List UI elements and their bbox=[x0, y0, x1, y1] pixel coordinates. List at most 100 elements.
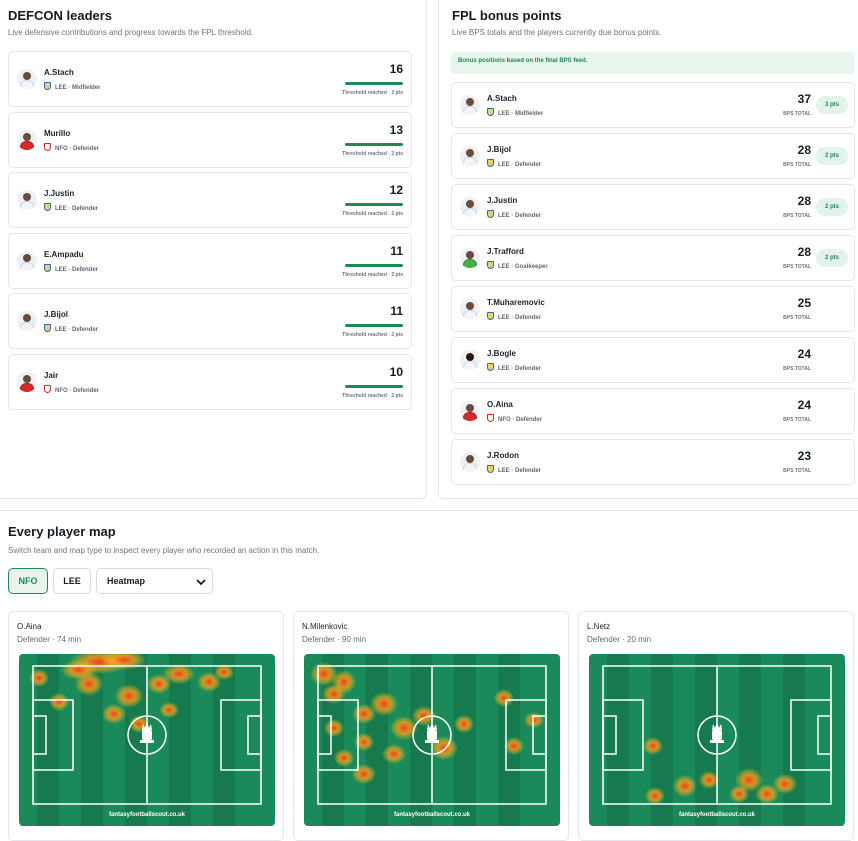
player-meta-text: LEE · Defender bbox=[55, 327, 99, 333]
player-meta-text: NFO · Defender bbox=[55, 387, 100, 394]
bps-total-label: BPS TOTAL bbox=[783, 315, 811, 321]
player-avatar-icon bbox=[460, 197, 480, 217]
defcon-title: DEFCON leaders bbox=[8, 8, 113, 23]
defcon-player-card[interactable]: J.Bijol LEE · Defender 11 Threshold reac… bbox=[8, 293, 412, 349]
bonus-pill: 2 pts bbox=[816, 249, 848, 267]
bps-total: 24 bbox=[797, 347, 811, 361]
team-crest-icon bbox=[44, 82, 51, 90]
defcon-player-card[interactable]: E.Ampadu LEE · Defender 11 Threshold rea… bbox=[8, 232, 412, 289]
team-crest-icon bbox=[487, 159, 494, 167]
player-map-subtitle: Switch team and map type to inspect ever… bbox=[8, 546, 320, 555]
bps-total-label: BPS TOTAL bbox=[783, 366, 811, 372]
map-type-value: Heatmap bbox=[107, 576, 146, 586]
player-map-card[interactable]: L.Netz Defender · 20 min bbox=[578, 611, 854, 841]
map-player-name: L.Netz bbox=[587, 622, 611, 631]
team-crest-icon bbox=[487, 261, 494, 269]
bonus-player-card[interactable]: J.Bijol LEE · Defender 28 BPS TOTAL 2 pt… bbox=[451, 133, 855, 179]
threshold-status: Threshold reached · 2 pts bbox=[342, 271, 403, 278]
player-meta: LEE · Midfielder bbox=[44, 82, 100, 91]
player-avatar-icon bbox=[460, 350, 480, 370]
bps-total-label: BPS TOTAL bbox=[783, 213, 811, 219]
team-crest-icon bbox=[487, 312, 494, 320]
player-meta-text: LEE · Defender bbox=[55, 266, 99, 273]
chevron-down-icon bbox=[196, 579, 206, 586]
player-meta: LEE · Defender bbox=[487, 465, 541, 474]
team-crest-icon bbox=[487, 108, 494, 116]
map-player-name: N.Milenkovic bbox=[302, 622, 348, 631]
team-button-lee[interactable]: LEE bbox=[53, 568, 91, 594]
threshold-status: Threshold reached · 2 pts bbox=[342, 150, 403, 157]
map-type-select[interactable]: Heatmap bbox=[96, 568, 213, 594]
bonus-banner: Bonus positions based on the final BPS f… bbox=[451, 52, 855, 74]
player-name: A.Stach bbox=[487, 94, 517, 103]
team-crest-icon bbox=[44, 263, 51, 272]
map-player-detail: Defender · 20 min bbox=[587, 635, 652, 644]
bonus-pill: 2 pts bbox=[816, 198, 848, 216]
defcon-player-card[interactable]: Jair NFO · Defender 10 Threshold reached… bbox=[8, 353, 412, 410]
threshold-status: Threshold reached · 2 pts bbox=[342, 211, 403, 217]
heatmap-pitch: fantasyfootballscout.co.uk bbox=[589, 654, 845, 826]
player-avatar-icon bbox=[460, 248, 480, 268]
player-map-card[interactable]: O.Aina Defender · 74 min bbox=[8, 611, 284, 841]
player-meta-text: NFO · Defender bbox=[498, 417, 543, 423]
bonus-player-card[interactable]: T.Muharemovic LEE · Defender 25 BPS TOTA… bbox=[451, 286, 855, 332]
defcon-player-card[interactable]: Murillo NFO · Defender 13 Threshold reac… bbox=[8, 111, 412, 168]
defcon-score: 13 bbox=[389, 122, 403, 137]
bps-total-label: BPS TOTAL bbox=[783, 417, 811, 423]
player-name: J.Bijol bbox=[44, 310, 69, 319]
bps-total: 24 bbox=[797, 398, 811, 412]
player-avatar-icon bbox=[460, 95, 480, 115]
bonus-title: FPL bonus points bbox=[452, 8, 562, 23]
bps-total-label: BPS TOTAL bbox=[783, 111, 811, 117]
team-crest-icon bbox=[44, 203, 51, 211]
bonus-player-card[interactable]: J.Justin LEE · Defender 28 BPS TOTAL 2 p… bbox=[451, 184, 855, 230]
player-meta: LEE · Defender bbox=[44, 263, 99, 273]
player-meta: LEE · Defender bbox=[487, 159, 541, 168]
defcon-score: 11 bbox=[390, 243, 403, 258]
bonus-player-card[interactable]: J.Rodon LEE · Defender 23 BPS TOTAL bbox=[451, 439, 855, 485]
player-avatar-icon bbox=[460, 299, 480, 319]
player-name: J.Justin bbox=[44, 189, 75, 198]
defcon-player-card[interactable]: J.Justin LEE · Defender 12 Threshold rea… bbox=[8, 172, 412, 228]
player-meta: NFO · Defender bbox=[44, 384, 100, 394]
team-button-nfo[interactable]: NFO bbox=[8, 568, 48, 594]
bps-total-label: BPS TOTAL bbox=[783, 264, 811, 270]
player-map-card[interactable]: N.Milenkovic Defender · 90 min bbox=[293, 611, 569, 841]
player-avatar-icon bbox=[460, 401, 480, 421]
player-meta: LEE · Goalkeeper bbox=[487, 261, 548, 270]
player-meta: LEE · Defender bbox=[487, 210, 541, 219]
bonus-player-card[interactable]: O.Aina NFO · Defender 24 BPS TOTAL bbox=[451, 388, 855, 434]
bps-total: 28 bbox=[797, 194, 811, 208]
map-player-detail: Defender · 90 min bbox=[302, 635, 367, 644]
player-avatar-icon bbox=[17, 311, 37, 331]
heatmap-pitch: fantasyfootballscout.co.uk bbox=[19, 654, 275, 826]
defcon-score: 11 bbox=[390, 304, 403, 318]
player-name: Jair bbox=[44, 370, 59, 380]
bonus-player-card[interactable]: J.Bogle LEE · Defender 24 BPS TOTAL bbox=[451, 337, 855, 383]
player-meta: LEE · Midfielder bbox=[487, 108, 543, 117]
player-name: J.Bogle bbox=[487, 349, 516, 358]
player-meta-text: LEE · Defender bbox=[498, 162, 542, 168]
team-crest-icon bbox=[487, 465, 494, 473]
player-name: J.Justin bbox=[487, 196, 518, 205]
team-crest-icon bbox=[44, 142, 51, 151]
player-avatar-icon bbox=[17, 250, 37, 271]
team-crest-icon bbox=[44, 324, 51, 332]
map-player-detail: Defender · 74 min bbox=[17, 635, 82, 644]
section-divider bbox=[0, 510, 858, 511]
defcon-subtitle: Live defensive contributions and progres… bbox=[8, 28, 254, 37]
threshold-status: Threshold reached · 2 pts bbox=[342, 332, 403, 338]
bonus-player-card[interactable]: J.Trafford LEE · Goalkeeper 28 BPS TOTAL… bbox=[451, 235, 855, 281]
threshold-status: Threshold reached · 2 pts bbox=[342, 90, 403, 96]
team-crest-icon bbox=[487, 414, 494, 422]
player-name: E.Ampadu bbox=[44, 249, 84, 259]
bonus-player-card[interactable]: A.Stach LEE · Midfielder 37 BPS TOTAL 3 … bbox=[451, 82, 855, 128]
map-player-name: O.Aina bbox=[17, 622, 42, 631]
map-watermark: fantasyfootballscout.co.uk bbox=[678, 812, 755, 818]
player-meta: LEE · Defender bbox=[44, 203, 98, 212]
player-avatar-icon bbox=[17, 129, 37, 150]
map-watermark: fantasyfootballscout.co.uk bbox=[393, 812, 470, 818]
player-name: J.Rodon bbox=[487, 451, 519, 460]
defcon-player-card[interactable]: A.Stach LEE · Midfielder 16 Threshold re… bbox=[8, 51, 412, 107]
player-name: T.Muharemovic bbox=[487, 298, 545, 307]
